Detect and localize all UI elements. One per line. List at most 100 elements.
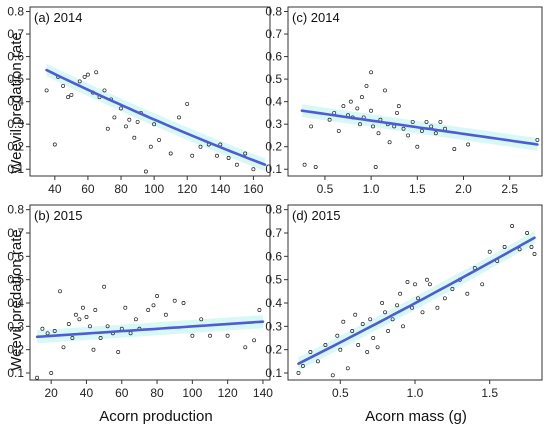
x-tick-label: 40 bbox=[48, 182, 62, 196]
data-point bbox=[133, 136, 136, 139]
data-point bbox=[416, 145, 419, 148]
panel-d: 0.10.20.30.40.50.60.70.80.5 1.0 1.5(d) 201… bbox=[265, 203, 542, 400]
data-point bbox=[67, 96, 70, 99]
data-point bbox=[356, 107, 359, 110]
x-tick-label: 0.5 bbox=[317, 182, 334, 196]
y-tick-label: 0.5 bbox=[7, 72, 24, 86]
data-point bbox=[113, 116, 116, 119]
data-point bbox=[370, 71, 373, 74]
data-point bbox=[173, 299, 176, 302]
data-point bbox=[397, 105, 400, 108]
data-point bbox=[94, 308, 97, 311]
data-point bbox=[413, 283, 416, 286]
y-tick-label: 0.4 bbox=[7, 95, 24, 109]
data-point bbox=[381, 301, 384, 304]
data-point bbox=[310, 125, 313, 128]
data-point bbox=[303, 163, 306, 166]
panel-c: 0.1 0.2 0.3 0.4 0.5 0.6 0.7 0.8 0.5 1.0 1.5 2.0 2.5 (… bbox=[265, 5, 542, 196]
data-point bbox=[401, 325, 404, 328]
x-tick-label: 100 bbox=[144, 182, 164, 196]
data-point bbox=[377, 132, 380, 135]
data-point bbox=[62, 346, 65, 349]
data-point bbox=[395, 111, 398, 114]
x-tick-label: 80 bbox=[114, 182, 128, 196]
panel-frame bbox=[288, 7, 542, 176]
y-tick-label: 0.7 bbox=[7, 27, 24, 41]
y-tick-label: 0.7 bbox=[7, 226, 24, 240]
y-tick-label: 0.4 bbox=[265, 95, 282, 109]
y-tick-label: 0.3 bbox=[7, 319, 24, 333]
data-point bbox=[164, 313, 167, 316]
data-point bbox=[439, 120, 442, 123]
x-tick-label: 120 bbox=[218, 386, 238, 400]
data-point bbox=[86, 73, 89, 76]
data-point bbox=[357, 343, 360, 346]
x-tick-label: 100 bbox=[182, 386, 202, 400]
panel-title: (b) 2015 bbox=[34, 208, 82, 223]
data-point bbox=[252, 168, 255, 171]
data-point bbox=[92, 348, 95, 351]
data-point bbox=[533, 252, 536, 255]
y-tick-label: 0.5 bbox=[265, 72, 282, 86]
data-point bbox=[425, 278, 428, 281]
y-tick-label: 0.5 bbox=[7, 273, 24, 287]
y-tick-label: 0.5 bbox=[265, 273, 282, 287]
x-tick-label: 1.5 bbox=[481, 386, 498, 400]
data-point bbox=[376, 346, 379, 349]
y-tick-label: 0.1 bbox=[7, 162, 24, 176]
data-point bbox=[106, 127, 109, 130]
y-tick-label: 0.2 bbox=[265, 140, 282, 154]
y-tick-label: 0.1 bbox=[265, 162, 282, 176]
y-tick-label: 0.6 bbox=[265, 50, 282, 64]
x-tick-label: 80 bbox=[150, 386, 164, 400]
data-point bbox=[169, 152, 172, 155]
y-tick-label: 0.3 bbox=[265, 117, 282, 131]
data-point bbox=[124, 306, 127, 309]
data-point bbox=[365, 84, 368, 87]
y-tick-label: 0.3 bbox=[265, 319, 282, 333]
data-point bbox=[78, 318, 81, 321]
data-point bbox=[342, 320, 345, 323]
data-point bbox=[360, 96, 363, 99]
x-tick-label: 2.0 bbox=[455, 182, 472, 196]
data-point bbox=[342, 105, 345, 108]
x-tick-label: 140 bbox=[253, 386, 273, 400]
data-point bbox=[58, 290, 61, 293]
x-tick-label: 160 bbox=[243, 182, 263, 196]
data-point bbox=[81, 306, 84, 309]
y-tick-label: 0.1 bbox=[265, 366, 282, 380]
data-point bbox=[53, 143, 56, 146]
data-point bbox=[443, 297, 446, 300]
y-tick-label: 0.7 bbox=[265, 27, 282, 41]
y-tick-label: 0.1 bbox=[7, 366, 24, 380]
data-point bbox=[152, 304, 155, 307]
data-point bbox=[182, 301, 185, 304]
data-point bbox=[186, 102, 189, 105]
x-tick-label: 60 bbox=[81, 182, 95, 196]
data-point bbox=[158, 138, 161, 141]
data-point bbox=[253, 339, 256, 342]
data-point bbox=[349, 100, 352, 103]
x-tick-label: 2.5 bbox=[501, 182, 518, 196]
x-axis-label-left: Acorn production bbox=[99, 408, 212, 425]
x-tick-label: 1.0 bbox=[363, 182, 380, 196]
panels: 0.1 0.2 0.3 0.4 0.5 0.6 0.7 0.8 40 60 80 100 120 140 1… bbox=[7, 5, 542, 400]
data-point bbox=[177, 116, 180, 119]
data-point bbox=[428, 283, 431, 286]
data-point bbox=[144, 170, 147, 173]
data-point bbox=[383, 89, 386, 92]
data-point bbox=[406, 280, 409, 283]
y-tick-label: 0.2 bbox=[7, 343, 24, 357]
trend-line bbox=[302, 111, 538, 145]
x-tick-label: 0.5 bbox=[332, 386, 349, 400]
data-point bbox=[370, 109, 373, 112]
data-point bbox=[227, 156, 230, 159]
data-point bbox=[149, 145, 152, 148]
data-point bbox=[407, 134, 410, 137]
data-point bbox=[156, 294, 159, 297]
y-tick-label: 0.8 bbox=[265, 5, 282, 19]
y-tick-label: 0.8 bbox=[7, 203, 24, 217]
panel-title: (c) 2014 bbox=[292, 10, 340, 25]
data-point bbox=[336, 334, 339, 337]
data-point bbox=[453, 147, 456, 150]
